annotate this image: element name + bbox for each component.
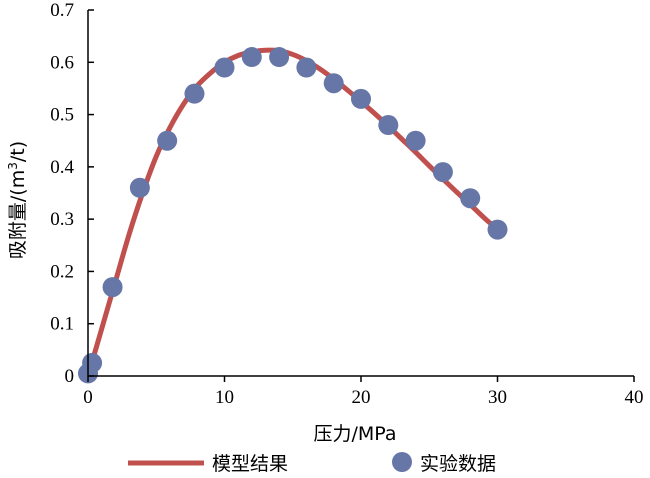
experiment-data-point (241, 47, 262, 68)
x-tick-label: 10 (215, 387, 234, 408)
axes (87, 10, 634, 377)
y-tick-label: 0.4 (50, 157, 74, 178)
y-axis-title-tail: /t) (7, 141, 29, 162)
y-axis-title: 吸附量/(m3/t) (6, 141, 29, 259)
legend-label-model: 模型结果 (212, 453, 288, 475)
model-result-line (85, 47, 500, 379)
y-axis-title-main: 吸附量/(m (7, 170, 29, 259)
y-ticks: 0 0.1 0.2 0.3 0.4 0.5 0.6 0.7 (50, 0, 94, 387)
y-tick-label: 0.7 (50, 0, 74, 21)
y-tick-label: 0.5 (50, 105, 74, 126)
y-tick-label: 0.1 (50, 314, 74, 335)
experiment-data-point (296, 57, 317, 78)
y-tick-label: 0.2 (50, 261, 74, 282)
x-tick-label: 0 (83, 387, 93, 408)
plot-area (78, 47, 508, 384)
experiment-data-point (487, 219, 508, 240)
y-tick-label: 0.6 (50, 52, 74, 73)
experiment-data-point (405, 130, 426, 151)
y-axis-title-superscript: 3 (6, 162, 20, 170)
experiment-data-point (82, 352, 103, 373)
experiment-data-point (157, 130, 178, 151)
x-tick-label: 40 (625, 387, 644, 408)
experiment-data-point (432, 162, 453, 183)
legend-swatch-experiment (392, 452, 412, 472)
experiment-data-point (351, 88, 371, 109)
experiment-data-point (323, 73, 344, 94)
experiment-data-point (129, 177, 150, 198)
y-tick-label: 0 (65, 366, 75, 387)
experiment-data-point (460, 188, 481, 209)
x-tick-label: 30 (488, 387, 507, 408)
x-tick-label: 20 (352, 387, 371, 408)
legend-label-experiment: 实验数据 (420, 453, 496, 475)
experiment-data-point (378, 115, 399, 136)
legend: 模型结果 实验数据 (128, 452, 496, 475)
experiment-data-point (102, 277, 123, 298)
experiment-data-point (269, 47, 290, 68)
x-ticks: 0 10 20 30 40 (83, 376, 644, 408)
x-axis-title: 压力/MPa (313, 423, 396, 445)
y-tick-label: 0.3 (50, 209, 74, 230)
experiment-data-point (214, 57, 235, 78)
experiment-data-point (184, 83, 205, 104)
